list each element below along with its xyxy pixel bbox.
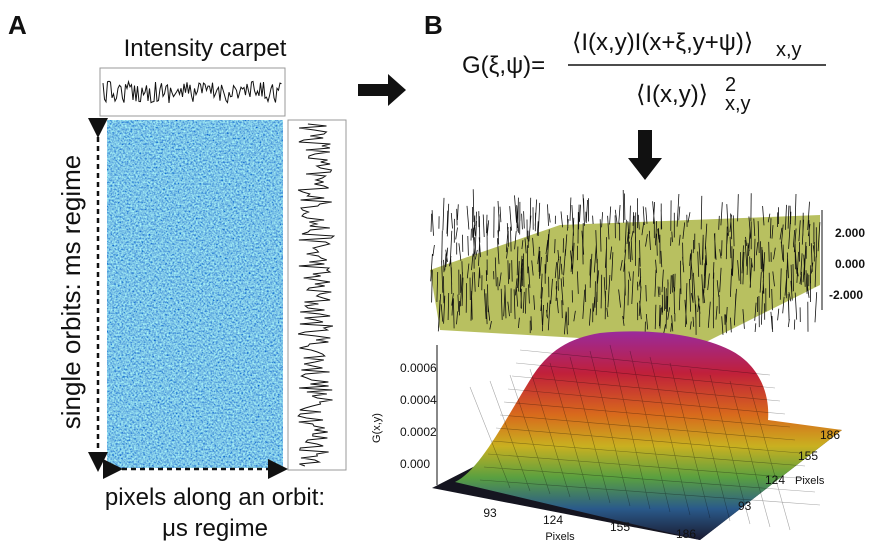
tick-label: 155 bbox=[610, 520, 630, 534]
residual-surface bbox=[430, 189, 821, 345]
axis-label: single orbits: ms regime bbox=[56, 155, 86, 430]
correlation-surface bbox=[455, 331, 842, 540]
formula-denominator: ⟨I(x,y)⟩ bbox=[636, 81, 708, 108]
axis-label: Pixels bbox=[795, 475, 825, 487]
axis-label: Pixels bbox=[545, 531, 575, 543]
axis-label: μs regime bbox=[162, 515, 268, 542]
formula-lhs: G(ξ,ψ)= bbox=[462, 52, 545, 79]
mesh-lines bbox=[469, 344, 821, 531]
trace-frame bbox=[287, 119, 347, 471]
tick-label: 93 bbox=[483, 506, 497, 520]
intensity-trace bbox=[102, 79, 282, 104]
intensity-trace bbox=[297, 123, 336, 467]
formula-numerator: ⟨I(x,y)I(x+ξ,y+ψ)⟩ bbox=[572, 29, 753, 56]
formula-subscript: x,y bbox=[776, 39, 802, 61]
tick-label: 186 bbox=[820, 428, 840, 442]
panel-label: B bbox=[424, 10, 443, 40]
surface-mesh bbox=[469, 344, 821, 531]
arrow bbox=[628, 130, 662, 180]
formula-subscript: x,y bbox=[725, 93, 751, 115]
axis-label: G(x,y) bbox=[371, 413, 383, 443]
tick-label: 186 bbox=[676, 527, 696, 541]
trace-frame bbox=[99, 67, 286, 117]
tick-label: 155 bbox=[798, 449, 818, 463]
panel-label: A bbox=[8, 10, 27, 40]
tick-label: 2.000 bbox=[835, 226, 865, 240]
tick-label: 0.000 bbox=[835, 257, 865, 271]
formula-superscript: 2 bbox=[725, 74, 736, 96]
arrow bbox=[358, 74, 406, 106]
tick-label: 0.000 bbox=[400, 457, 430, 471]
tick-label: 124 bbox=[543, 513, 563, 527]
axis-label: pixels along an orbit: bbox=[105, 484, 325, 511]
panel-title: Intensity carpet bbox=[124, 35, 287, 62]
tick-label: 0.0006 bbox=[400, 361, 437, 375]
tick-label: 0.0004 bbox=[400, 393, 437, 407]
tick-label: 124 bbox=[765, 473, 785, 487]
tick-label: -2.000 bbox=[829, 288, 863, 302]
tick-label: 93 bbox=[738, 499, 752, 513]
intensity-carpet bbox=[107, 120, 283, 468]
tick-label: 0.0002 bbox=[400, 425, 437, 439]
surface-spikes bbox=[430, 189, 821, 335]
